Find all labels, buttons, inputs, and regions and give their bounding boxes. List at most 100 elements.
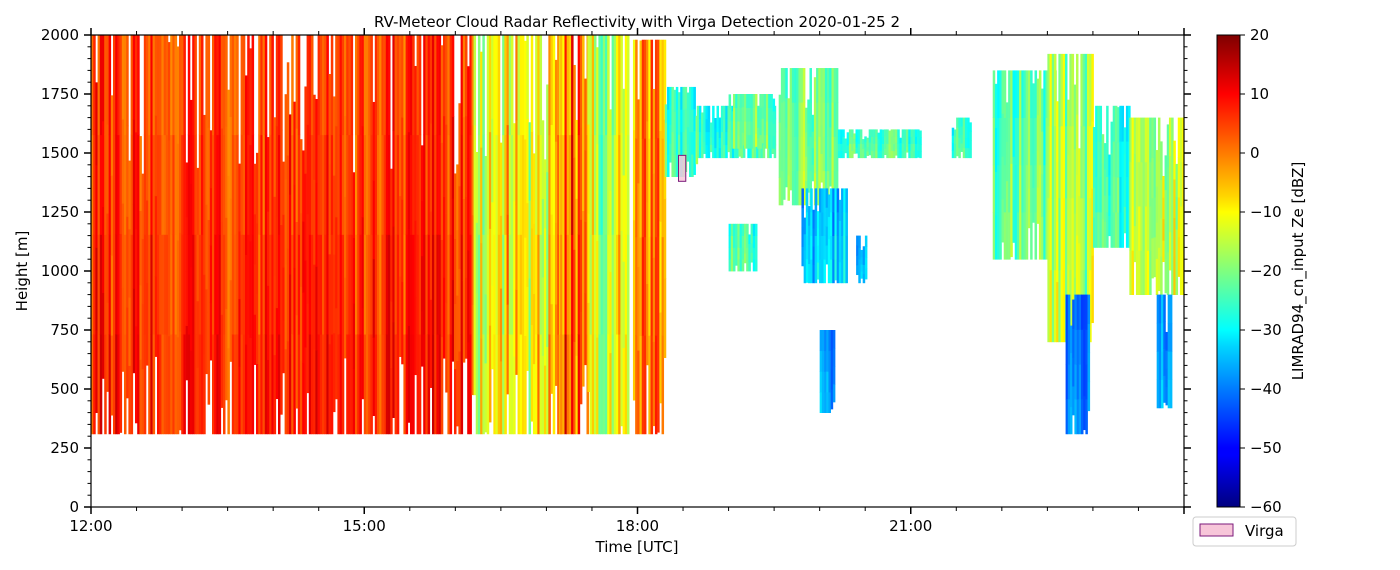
reflectivity-cell — [550, 124, 554, 215]
reflectivity-cell — [723, 144, 726, 159]
reflectivity-cell — [650, 138, 654, 238]
reflectivity-cell — [800, 68, 804, 103]
reflectivity-cell — [510, 35, 514, 136]
reflectivity-cell — [693, 108, 696, 132]
reflectivity-cell — [363, 234, 367, 335]
reflectivity-cell — [317, 35, 321, 136]
reflectivity-cell — [752, 107, 756, 122]
reflectivity-cell — [845, 212, 848, 236]
reflectivity-cell — [808, 244, 811, 265]
reflectivity-cell — [838, 262, 842, 284]
reflectivity-cell — [829, 68, 832, 98]
reflectivity-cell — [832, 259, 835, 284]
reflectivity-cell — [752, 134, 756, 149]
reflectivity-cell — [286, 248, 290, 342]
reflectivity-cell — [348, 334, 351, 435]
reflectivity-cell — [174, 134, 178, 235]
reflectivity-cell — [843, 235, 846, 260]
reflectivity-cell — [521, 35, 525, 136]
reflectivity-cell — [335, 35, 338, 127]
reflectivity-cell — [390, 235, 393, 302]
reflectivity-cell — [709, 129, 713, 138]
reflectivity-cell — [1080, 125, 1083, 199]
reflectivity-cell — [816, 228, 820, 246]
reflectivity-cell — [1060, 269, 1064, 343]
reflectivity-cell — [521, 334, 525, 435]
reflectivity-cell — [421, 255, 424, 312]
reflectivity-cell — [1012, 70, 1016, 114]
reflectivity-cell — [271, 334, 274, 435]
reflectivity-cell — [746, 259, 749, 272]
reflectivity-cell — [579, 311, 583, 405]
reflectivity-cell — [824, 136, 828, 172]
reflectivity-cell — [286, 62, 290, 156]
reflectivity-cell — [139, 136, 142, 211]
reflectivity-cell — [174, 234, 178, 335]
reflectivity-cell — [1125, 105, 1129, 142]
reflectivity-cell — [458, 351, 461, 435]
reflectivity-cell — [247, 134, 250, 235]
reflectivity-cell — [789, 98, 793, 130]
reflectivity-cell — [115, 134, 118, 235]
reflectivity-cell — [754, 120, 758, 134]
reflectivity-cell — [964, 147, 968, 159]
reflectivity-cell — [705, 131, 708, 146]
reflectivity-cell — [225, 35, 228, 127]
reflectivity-cell — [1163, 294, 1166, 322]
reflectivity-cell — [562, 35, 565, 136]
reflectivity-cell — [504, 334, 507, 435]
reflectivity-cell — [1012, 113, 1016, 157]
reflectivity-cell — [548, 334, 551, 435]
reflectivity-cell — [657, 334, 660, 433]
reflectivity-cell — [137, 134, 140, 235]
reflectivity-cell — [396, 234, 400, 335]
reflectivity-cell — [1164, 189, 1168, 225]
reflectivity-cell — [890, 150, 894, 159]
reflectivity-cell — [730, 129, 734, 140]
reflectivity-cell — [1073, 213, 1077, 278]
reflectivity-cell — [1038, 117, 1042, 166]
reflectivity-cell — [969, 140, 972, 150]
reflectivity-cell — [275, 216, 279, 309]
reflectivity-cell — [1166, 252, 1170, 295]
reflectivity-cell — [361, 307, 365, 400]
reflectivity-cell — [1146, 161, 1150, 207]
reflectivity-cell — [901, 150, 905, 159]
reflectivity-cell — [1034, 212, 1038, 260]
reflectivity-cell — [962, 147, 966, 159]
reflectivity-cell — [1110, 153, 1114, 185]
reflectivity-cell — [300, 286, 303, 361]
x-axis-label: Time [UTC] — [595, 538, 679, 556]
reflectivity-cell — [575, 355, 578, 435]
reflectivity-cell — [1064, 125, 1068, 199]
reflectivity-cell — [834, 188, 837, 212]
reflectivity-cell — [1062, 125, 1066, 199]
reflectivity-cell — [622, 88, 626, 176]
reflectivity-cell — [1169, 294, 1173, 324]
reflectivity-cell — [1140, 250, 1143, 295]
reflectivity-cell — [701, 112, 704, 125]
reflectivity-cell — [1125, 141, 1129, 177]
reflectivity-cell — [823, 212, 826, 236]
reflectivity-cell — [851, 136, 854, 144]
reflectivity-cell — [819, 330, 823, 352]
reflectivity-cell — [535, 35, 538, 136]
legend-swatch-virga — [1199, 523, 1234, 537]
reflectivity-cell — [851, 150, 854, 159]
reflectivity-cell — [877, 132, 880, 140]
reflectivity-cell — [462, 198, 466, 281]
reflectivity-cell — [185, 216, 189, 272]
reflectivity-cell — [421, 310, 424, 367]
reflectivity-cell — [1071, 53, 1075, 127]
reflectivity-cell — [753, 144, 757, 159]
reflectivity-cell — [1085, 294, 1088, 330]
reflectivity-cell — [686, 109, 690, 128]
reflectivity-cell — [747, 144, 750, 159]
reflectivity-cell — [859, 136, 863, 144]
reflectivity-cell — [853, 133, 856, 139]
reflectivity-cell — [546, 84, 549, 173]
reflectivity-cell — [396, 35, 400, 136]
reflectivity-cell — [152, 334, 156, 435]
reflectivity-cell — [821, 259, 824, 284]
